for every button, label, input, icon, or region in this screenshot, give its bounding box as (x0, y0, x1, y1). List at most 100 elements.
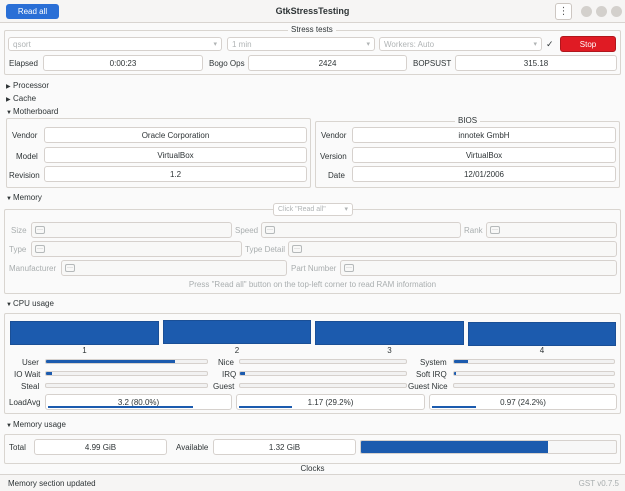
available-field: 1.32 GiB (213, 439, 356, 455)
bios-date-field: 12/01/2006 (352, 166, 616, 182)
elapsed-field: 0:00:23 (43, 55, 203, 71)
stop-button[interactable]: Stop (560, 36, 616, 52)
chevron-right-icon: ▶ (6, 97, 11, 103)
memory-slot-value: Click "Read all" (278, 206, 326, 213)
mb-vendor-field: Oracle Corporation (44, 127, 307, 143)
memory-expander[interactable]: ▼Memory (6, 193, 42, 202)
total-label: Total (9, 443, 26, 452)
bopsust-field: 315.18 (455, 55, 617, 71)
mb-revision-label: Revision (9, 171, 40, 180)
mem-speed-field: ··· (261, 222, 461, 238)
menu-button[interactable]: ⋮ (555, 3, 572, 20)
duration-value: 1 min (232, 39, 252, 49)
cpu-core-2-label: 2 (234, 346, 240, 355)
cpu-usage-label: CPU usage (13, 299, 54, 308)
io-wait-bar (45, 371, 208, 376)
mem-size-label: Size (11, 226, 27, 235)
duration-combo[interactable]: 1 min ▾ (227, 37, 375, 51)
memory-usage-bar (360, 440, 617, 454)
chevron-down-icon: ▼ (6, 302, 12, 308)
user-label: User (22, 358, 39, 367)
chevron-down-icon: ▾ (533, 41, 537, 48)
system-bar (453, 359, 615, 364)
cpu-core-1-graph (10, 321, 159, 345)
bios-vendor-label: Vendor (321, 131, 347, 140)
cpu-usage-expander[interactable]: ▼CPU usage (6, 299, 54, 308)
loadavg-5min-value: 1.17 (29.2%) (307, 398, 354, 407)
window-title: GtkStressTesting (275, 6, 350, 16)
processor-label: Processor (13, 81, 50, 90)
mb-vendor-label: Vendor (12, 131, 38, 140)
cpu-core-2-graph (163, 320, 311, 344)
bios-version-field: VirtualBox (352, 147, 616, 163)
mb-model-label: Model (16, 152, 38, 161)
guest-bar (239, 383, 407, 388)
steal-bar (45, 383, 208, 388)
system-label: System (420, 358, 447, 367)
version-label: GST v0.7.5 (578, 479, 619, 488)
memory-usage-expander[interactable]: ▼Memory usage (6, 420, 66, 429)
cache-expander[interactable]: ▶ Cache (6, 94, 36, 103)
stress-method-combo[interactable]: qsort ▾ (8, 37, 222, 51)
irq-label: IRQ (222, 370, 237, 379)
mem-part-number-label: Part Number (291, 264, 337, 273)
more-icon: ··· (292, 245, 302, 253)
maximize-button[interactable] (596, 6, 607, 17)
mem-type-label: Type (9, 245, 27, 254)
chevron-down-icon: ▼ (6, 110, 12, 116)
loadavg-15min: 0.97 (24.2%) (429, 394, 617, 410)
guest-label: Guest (213, 382, 235, 391)
processor-expander[interactable]: ▶ Processor (6, 81, 49, 90)
elapsed-label: Elapsed (9, 59, 38, 68)
loadavg-label: LoadAvg (9, 398, 41, 407)
read-all-button[interactable]: Read all (6, 4, 59, 19)
stress-tests-label: Stress tests (288, 25, 336, 34)
workers-combo[interactable]: Workers: Auto ▾ (379, 37, 542, 51)
more-icon: ··· (35, 245, 45, 253)
more-icon: ··· (35, 226, 45, 234)
bogo-ops-field: 2424 (248, 55, 407, 71)
steal-label: Steal (21, 382, 40, 391)
chevron-right-icon: ▶ (6, 84, 11, 90)
motherboard-expander[interactable]: ▼Motherboard (6, 107, 58, 116)
header-bar: Read all GtkStressTesting ⋮ (0, 0, 625, 23)
loadavg-5min-bar (239, 406, 293, 408)
memory-usage-label: Memory usage (13, 420, 66, 429)
chevron-down-icon: ▼ (6, 423, 12, 429)
more-icon: ··· (490, 226, 500, 234)
memory-hint: Press "Read all" button on the top-left … (188, 280, 437, 289)
bogo-ops-label: Bogo Ops (209, 59, 245, 68)
cache-label: Cache (13, 94, 37, 103)
close-button[interactable] (611, 6, 622, 17)
mem-rank-field: ··· (486, 222, 617, 238)
memory-slot-combo[interactable]: Click "Read all" ▾ (273, 203, 353, 216)
stress-method-value: qsort (13, 39, 31, 49)
total-field: 4.99 GiB (34, 439, 167, 455)
check-icon[interactable]: ✓ (546, 39, 554, 49)
status-bar: Memory section updated GST v0.7.5 (0, 474, 625, 491)
chevron-down-icon: ▾ (213, 41, 217, 48)
irq-bar (239, 371, 407, 376)
loadavg-15min-bar (432, 406, 477, 408)
bopsust-label: BOPSUST (413, 59, 452, 68)
cpu-core-1-label: 1 (82, 346, 87, 355)
memory-label: Memory (13, 193, 42, 202)
more-icon: ··· (344, 264, 354, 272)
mem-size-field: ··· (31, 222, 232, 238)
guest-nice-label: Guest Nice (408, 382, 448, 391)
bios-vendor-field: innotek GmbH (352, 127, 616, 143)
mem-type-detail-label: Type Detail (245, 245, 286, 254)
clocks-label: Clocks (300, 464, 325, 473)
mem-part-number-field: ··· (340, 260, 617, 276)
cpu-core-3-graph (315, 321, 464, 345)
loadavg-1min: 3.2 (80.0%) (45, 394, 232, 410)
chevron-down-icon: ▾ (344, 206, 348, 213)
minimize-button[interactable] (581, 6, 592, 17)
motherboard-label: Motherboard (13, 107, 59, 116)
mem-manufacturer-field: ··· (61, 260, 287, 276)
loadavg-5min: 1.17 (29.2%) (236, 394, 425, 410)
user-bar (45, 359, 208, 364)
more-icon: ··· (65, 264, 75, 272)
nice-bar (239, 359, 407, 364)
more-icon: ··· (265, 226, 275, 234)
